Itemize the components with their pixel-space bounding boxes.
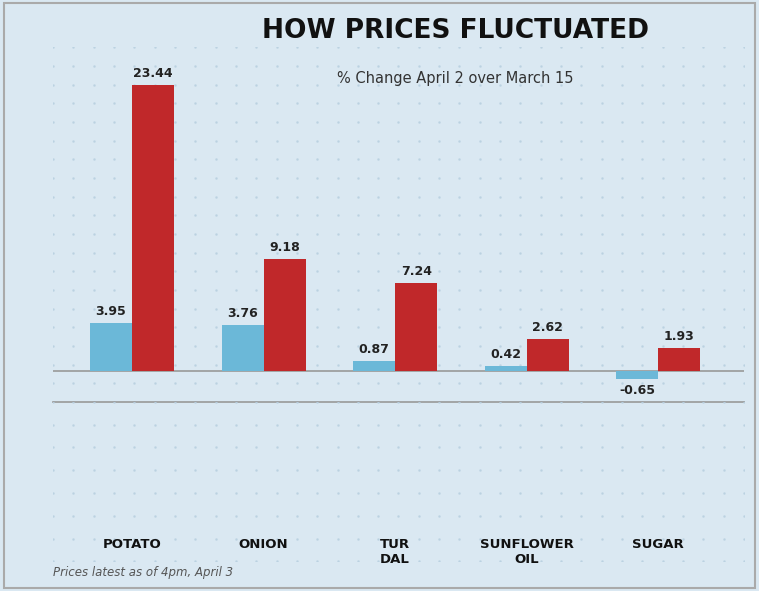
Text: 0.87: 0.87: [359, 343, 389, 356]
Bar: [222, 325, 263, 371]
Bar: [132, 85, 174, 371]
Text: ONION: ONION: [239, 538, 288, 551]
Text: % Change April 2 over March 15: % Change April 2 over March 15: [337, 71, 574, 86]
Text: TUR
DAL: TUR DAL: [380, 538, 411, 566]
Bar: [90, 323, 132, 371]
Text: -0.65: -0.65: [619, 384, 655, 397]
Text: 0.42: 0.42: [490, 348, 521, 361]
Bar: [616, 371, 658, 379]
Bar: [658, 348, 701, 371]
Text: SUNFLOWER
OIL: SUNFLOWER OIL: [480, 538, 574, 566]
Text: 3.95: 3.95: [96, 305, 127, 318]
Text: 2.62: 2.62: [532, 322, 563, 335]
Text: 3.76: 3.76: [227, 307, 258, 320]
Text: POTATO: POTATO: [102, 538, 162, 551]
Bar: [263, 259, 306, 371]
Text: 1.93: 1.93: [664, 330, 694, 343]
Text: HOW PRICES FLUCTUATED: HOW PRICES FLUCTUATED: [262, 18, 649, 44]
Text: 7.24: 7.24: [401, 265, 432, 278]
Bar: [395, 282, 437, 371]
Text: SUGAR: SUGAR: [632, 538, 684, 551]
Bar: [527, 339, 568, 371]
Text: 23.44: 23.44: [134, 67, 173, 80]
Text: 9.18: 9.18: [269, 241, 300, 254]
Bar: [485, 366, 527, 371]
Text: Prices latest as of 4pm, April 3: Prices latest as of 4pm, April 3: [53, 566, 233, 579]
Bar: [353, 361, 395, 371]
